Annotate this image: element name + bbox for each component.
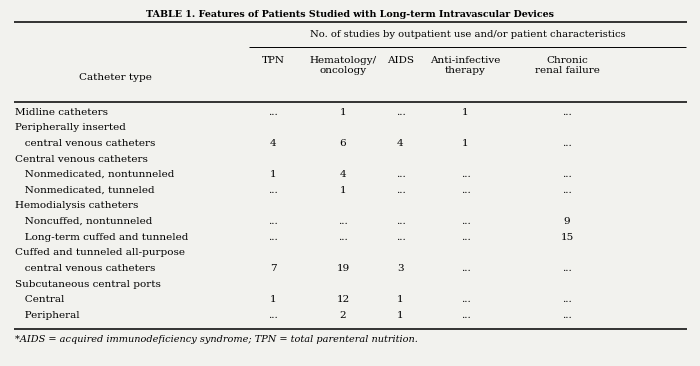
Text: ...: ... xyxy=(461,295,470,304)
Text: 1: 1 xyxy=(340,108,346,117)
Text: ...: ... xyxy=(461,217,470,226)
Text: 1: 1 xyxy=(270,170,276,179)
Text: ...: ... xyxy=(268,108,278,117)
Text: Peripherally inserted: Peripherally inserted xyxy=(15,123,126,132)
Text: TABLE 1. Features of Patients Studied with Long-term Intravascular Devices: TABLE 1. Features of Patients Studied wi… xyxy=(146,10,554,19)
Text: 1: 1 xyxy=(462,108,469,117)
Text: 2: 2 xyxy=(340,311,346,320)
Text: Peripheral: Peripheral xyxy=(15,311,80,320)
Text: ...: ... xyxy=(395,108,405,117)
Text: 4: 4 xyxy=(270,139,276,148)
Text: TPN: TPN xyxy=(262,56,284,65)
Text: Chronic
renal failure: Chronic renal failure xyxy=(535,56,599,75)
Text: 1: 1 xyxy=(397,311,404,320)
Text: Cuffed and tunneled all-purpose: Cuffed and tunneled all-purpose xyxy=(15,248,186,257)
Text: ...: ... xyxy=(395,233,405,242)
Text: ...: ... xyxy=(562,186,572,195)
Text: ...: ... xyxy=(562,295,572,304)
Text: 19: 19 xyxy=(337,264,349,273)
Text: No. of studies by outpatient use and/or patient characteristics: No. of studies by outpatient use and/or … xyxy=(310,30,625,39)
Text: 1: 1 xyxy=(340,186,346,195)
Text: Hematology/
oncology: Hematology/ oncology xyxy=(309,56,377,75)
Text: AIDS: AIDS xyxy=(387,56,414,65)
Text: 15: 15 xyxy=(561,233,573,242)
Text: ...: ... xyxy=(268,217,278,226)
Text: ...: ... xyxy=(338,217,348,226)
Text: ...: ... xyxy=(268,186,278,195)
Text: ...: ... xyxy=(562,108,572,117)
Text: Long-term cuffed and tunneled: Long-term cuffed and tunneled xyxy=(15,233,189,242)
Text: ...: ... xyxy=(562,311,572,320)
Text: Hemodialysis catheters: Hemodialysis catheters xyxy=(15,201,139,210)
Text: ...: ... xyxy=(562,264,572,273)
Text: ...: ... xyxy=(395,217,405,226)
Text: 1: 1 xyxy=(270,295,276,304)
Text: central venous catheters: central venous catheters xyxy=(15,264,156,273)
Text: Nonmedicated, tunneled: Nonmedicated, tunneled xyxy=(15,186,155,195)
Text: ...: ... xyxy=(562,170,572,179)
Text: 3: 3 xyxy=(397,264,404,273)
Text: Central: Central xyxy=(15,295,65,304)
Text: 12: 12 xyxy=(337,295,349,304)
Text: 4: 4 xyxy=(397,139,404,148)
Text: ...: ... xyxy=(268,311,278,320)
Text: *AIDS = acquired immunodeficiency syndrome; TPN = total parenteral nutrition.: *AIDS = acquired immunodeficiency syndro… xyxy=(15,335,419,344)
Text: ...: ... xyxy=(461,311,470,320)
Text: ...: ... xyxy=(461,186,470,195)
Text: Nonmedicated, nontunneled: Nonmedicated, nontunneled xyxy=(15,170,175,179)
Text: ...: ... xyxy=(268,233,278,242)
Text: Noncuffed, nontunneled: Noncuffed, nontunneled xyxy=(15,217,153,226)
Text: ...: ... xyxy=(395,170,405,179)
Text: 1: 1 xyxy=(462,139,469,148)
Text: Midline catheters: Midline catheters xyxy=(15,108,108,117)
Text: 4: 4 xyxy=(340,170,346,179)
Text: ...: ... xyxy=(461,264,470,273)
Text: central venous catheters: central venous catheters xyxy=(15,139,156,148)
Text: 6: 6 xyxy=(340,139,346,148)
Text: ...: ... xyxy=(461,233,470,242)
Text: ...: ... xyxy=(395,186,405,195)
Text: ...: ... xyxy=(338,233,348,242)
Text: Catheter type: Catheter type xyxy=(79,73,152,82)
Text: 7: 7 xyxy=(270,264,276,273)
Text: Subcutaneous central ports: Subcutaneous central ports xyxy=(15,280,161,288)
Text: ...: ... xyxy=(461,170,470,179)
Text: ...: ... xyxy=(562,139,572,148)
Text: Anti-infective
therapy: Anti-infective therapy xyxy=(430,56,500,75)
Text: 9: 9 xyxy=(564,217,570,226)
Text: Central venous catheters: Central venous catheters xyxy=(15,154,148,164)
Text: 1: 1 xyxy=(397,295,404,304)
